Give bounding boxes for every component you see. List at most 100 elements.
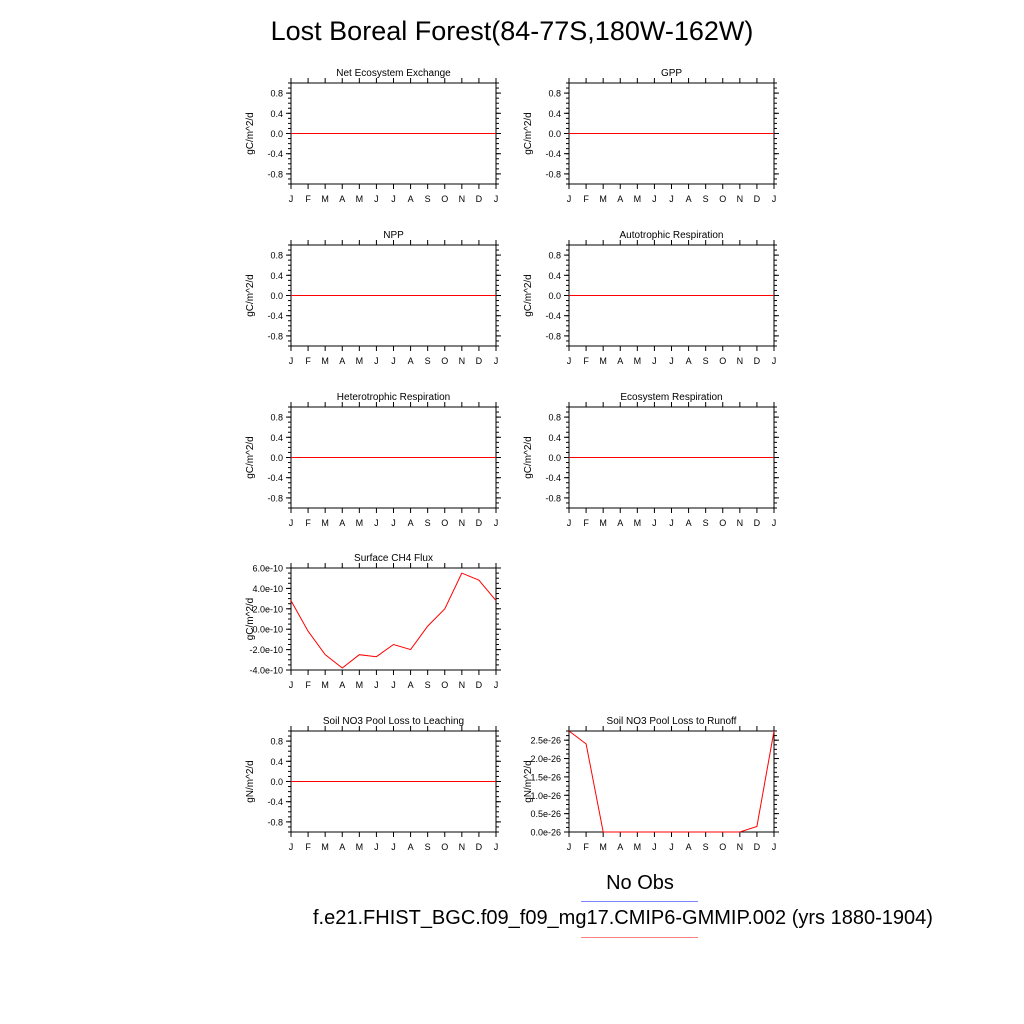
x-tick-label: F [583,842,589,852]
x-tick-label: M [321,842,329,852]
x-tick-label: D [476,194,483,204]
x-tick-label: M [634,518,642,528]
panel-title: NPP [383,230,404,241]
page-title: Lost Boreal Forest(84-77S,180W-162W) [270,16,754,46]
x-tick-label: M [321,194,329,204]
y-tick-label: -2.0e-10 [249,645,283,655]
x-tick-label: J [669,518,674,528]
panel-title: Surface CH4 Flux [354,553,433,564]
y-tick-label: -0.4 [267,311,283,321]
panel-title: Net Ecosystem Exchange [336,68,451,79]
panel-title: Soil NO3 Pool Loss to Leaching [323,716,464,727]
legend-obs-label: No Obs [606,872,674,894]
y-tick-label: -0.4 [267,797,283,807]
chart-panel: Heterotrophic Respiration gC/m^2/d 0.8 0.4 0… [245,392,501,528]
y-axis-label: gC/m^2/d [245,598,256,641]
y-tick-label: 0.4 [270,109,283,119]
x-tick-label: A [339,194,345,204]
x-tick-label: J [772,518,777,528]
y-tick-label: 2.5e-26 [530,736,561,746]
x-tick-label: J [494,518,499,528]
x-tick-label: N [737,356,744,366]
y-axis-label: gN/m^2/d [245,760,256,803]
x-tick-label: O [719,356,726,366]
x-tick-label: N [737,518,744,528]
x-tick-label: J [494,356,499,366]
y-tick-label: 0.0 [270,453,283,463]
x-tick-label: A [408,842,414,852]
x-tick-label: M [356,518,364,528]
x-tick-label: F [305,680,311,690]
y-tick-label: -0.8 [267,493,283,503]
x-tick-label: J [652,356,657,366]
x-tick-label: J [289,518,294,528]
panel-title: Heterotrophic Respiration [337,392,450,403]
x-tick-label: J [494,194,499,204]
x-tick-label: F [305,842,311,852]
y-tick-label: -0.4 [267,473,283,483]
x-tick-label: M [599,518,607,528]
x-tick-label: F [583,356,589,366]
legend-model-label: f.e21.FHIST_BGC.f09_f09_mg17.CMIP6-GMMIP… [313,907,933,929]
y-tick-label: 0.8 [270,251,283,261]
x-tick-label: A [686,356,692,366]
y-tick-label: 0.4 [270,271,283,281]
x-tick-label: D [754,194,761,204]
y-tick-label: 6.0e-10 [252,564,283,574]
x-tick-label: D [754,356,761,366]
y-tick-label: 1.0e-26 [530,791,561,801]
y-tick-label: -0.8 [545,331,561,341]
y-tick-label: 2.0e-26 [530,754,561,764]
x-tick-label: J [669,356,674,366]
chart-panel: Ecosystem Respiration gC/m^2/d 0.8 0.4 0.0 -0… [523,392,779,528]
y-tick-label: 0.0 [270,129,283,139]
x-tick-label: A [408,194,414,204]
x-tick-label: S [703,842,709,852]
chart-panels: Net Ecosystem Exchange gC/m^2/d 0.8 0.4 0.0 -… [245,68,779,852]
y-tick-label: 0.8 [548,251,561,261]
x-tick-label: N [459,842,466,852]
y-tick-label: -0.8 [545,493,561,503]
x-tick-label: A [339,356,345,366]
y-tick-label: -0.4 [267,149,283,159]
x-tick-label: J [772,356,777,366]
y-tick-label: 0.8 [270,89,283,99]
x-tick-label: J [374,680,379,690]
y-tick-label: -0.4 [545,311,561,321]
x-tick-label: J [567,842,572,852]
x-tick-label: M [356,194,364,204]
x-tick-label: M [599,356,607,366]
x-tick-label: J [374,194,379,204]
x-tick-label: S [703,518,709,528]
x-tick-label: J [391,842,396,852]
y-tick-label: 0.0 [270,291,283,301]
y-tick-label: 0.8 [270,413,283,423]
x-tick-label: A [339,842,345,852]
y-axis-label: gC/m^2/d [245,436,256,479]
y-tick-label: 0.0e-26 [530,828,561,838]
chart-panel: Net Ecosystem Exchange gC/m^2/d 0.8 0.4 0.0 -… [245,68,501,204]
x-tick-label: D [476,518,483,528]
y-tick-label: 0.8 [270,737,283,747]
x-tick-label: S [425,194,431,204]
y-axis-label: gC/m^2/d [523,112,534,155]
x-tick-label: J [391,518,396,528]
y-tick-label: 0.0 [548,291,561,301]
y-tick-label: 0.0 [548,129,561,139]
x-tick-label: A [408,680,414,690]
x-tick-label: A [617,842,623,852]
panel-title: Soil NO3 Pool Loss to Runoff [607,716,737,727]
legend-obs-line [581,901,698,902]
x-tick-label: F [305,356,311,366]
y-tick-label: 1.5e-26 [530,772,561,782]
x-tick-label: N [459,194,466,204]
x-tick-label: M [634,194,642,204]
x-tick-label: J [391,194,396,204]
y-tick-label: 0.5e-26 [530,809,561,819]
x-tick-label: J [391,680,396,690]
x-tick-label: N [459,356,466,366]
x-tick-label: J [652,518,657,528]
x-tick-label: O [719,518,726,528]
y-tick-label: 0.0e-10 [252,625,283,635]
